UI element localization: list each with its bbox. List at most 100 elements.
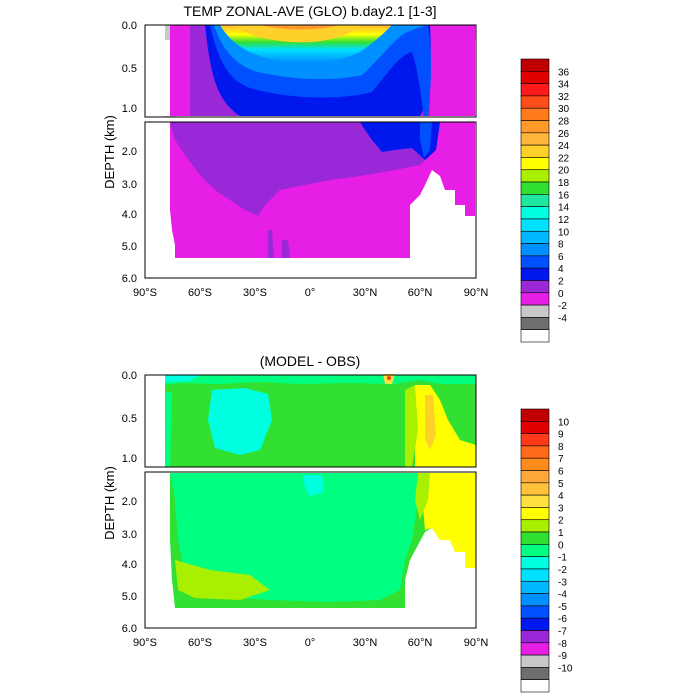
colorbar-box bbox=[520, 507, 550, 521]
colorbar-label: 1 bbox=[558, 528, 564, 539]
colorbar-label: 26 bbox=[558, 129, 570, 140]
colorbar-label: 2 bbox=[558, 516, 564, 527]
colorbar-box bbox=[520, 218, 550, 232]
colorbar-box bbox=[520, 292, 550, 306]
p2-ytick-6: 5.0 bbox=[122, 591, 137, 603]
panel-2-lower-field bbox=[170, 473, 476, 608]
p1-ytick-4: 3.0 bbox=[122, 179, 137, 191]
colorbar-label: 34 bbox=[558, 80, 570, 91]
colorbar-label: 30 bbox=[558, 104, 570, 115]
colorbar-label: 36 bbox=[558, 67, 570, 78]
colorbar-label: 8 bbox=[558, 240, 564, 251]
colorbar-box bbox=[520, 642, 550, 656]
colorbar-label: 20 bbox=[558, 166, 570, 177]
colorbar-box bbox=[520, 408, 550, 422]
colorbar-label: 0 bbox=[558, 540, 564, 551]
colorbar-box bbox=[520, 420, 550, 434]
panel-2-upper-field bbox=[165, 374, 476, 467]
colorbar-box bbox=[520, 120, 550, 134]
p1-ytick-2: 1.0 bbox=[122, 103, 137, 115]
panel-1-lower-frame bbox=[144, 121, 477, 279]
colorbar-box bbox=[520, 304, 550, 318]
colorbar-label: 9 bbox=[558, 430, 564, 441]
colorbar-label: 22 bbox=[558, 153, 570, 164]
colorbar-box bbox=[520, 317, 550, 330]
colorbar-box bbox=[520, 605, 550, 619]
colorbar-label: -4 bbox=[558, 313, 567, 324]
p1-ytick-7: 6.0 bbox=[122, 273, 137, 285]
colorbar-label: 7 bbox=[558, 454, 564, 465]
p1-xtick-1: 60°S bbox=[188, 287, 212, 299]
panel-1-title: TEMP ZONAL-AVE (GLO) b.day2.1 [1-3] bbox=[183, 3, 436, 19]
p2-ytick-0: 0.0 bbox=[122, 370, 137, 382]
panel-2-ylabel: DEPTH (km) bbox=[102, 466, 117, 540]
colorbar-label: -3 bbox=[558, 577, 567, 588]
colorbar-label: -8 bbox=[558, 639, 567, 650]
colorbar-label: 18 bbox=[558, 178, 570, 189]
colorbar-label: 14 bbox=[558, 203, 570, 214]
panel-1-upper-field bbox=[165, 25, 476, 117]
colorbar-label: 2 bbox=[558, 276, 564, 287]
colorbar-box bbox=[520, 482, 550, 496]
p1-ytick-6: 5.0 bbox=[122, 241, 137, 253]
p2-ytick-5: 4.0 bbox=[122, 559, 137, 571]
colorbar-box bbox=[520, 83, 550, 97]
p2-ytick-3: 2.0 bbox=[122, 496, 137, 508]
colorbar-label: 6 bbox=[558, 467, 564, 478]
p2-xtick-4: 30°N bbox=[353, 637, 378, 649]
p1-ytick-5: 4.0 bbox=[122, 209, 137, 221]
colorbar-label: -1 bbox=[558, 553, 567, 564]
colorbar-box bbox=[520, 654, 550, 668]
colorbar-label: -2 bbox=[558, 565, 567, 576]
colorbar-label: 32 bbox=[558, 92, 570, 103]
colorbar-box bbox=[520, 181, 550, 195]
panel-model-minus-obs: (MODEL - OBS) DEPTH (km) 0 bbox=[102, 353, 573, 693]
p1-xtick-3: 0° bbox=[305, 287, 316, 299]
colorbar-label: 8 bbox=[558, 442, 564, 453]
colorbar-box bbox=[520, 157, 550, 171]
colorbar-label: 10 bbox=[558, 227, 570, 238]
p2-ytick-1: 0.5 bbox=[122, 413, 137, 425]
colorbar-box bbox=[520, 267, 550, 281]
p2-xtick-6: 90°N bbox=[464, 637, 489, 649]
p1-ytick-1: 0.5 bbox=[122, 63, 137, 75]
p2-xtick-0: 90°S bbox=[133, 637, 157, 649]
colorbar-label: 0 bbox=[558, 289, 564, 300]
colorbar-box bbox=[520, 630, 550, 644]
colorbar-box bbox=[520, 580, 550, 594]
colorbar-box bbox=[520, 243, 550, 257]
colorbar-box bbox=[520, 255, 550, 269]
colorbar-box bbox=[520, 169, 550, 183]
p1-xtick-2: 30°S bbox=[243, 287, 267, 299]
p2-xtick-3: 0° bbox=[305, 637, 316, 649]
colorbar-label: 4 bbox=[558, 264, 564, 275]
p2-xtick-5: 60°N bbox=[408, 637, 433, 649]
colorbar-box bbox=[520, 617, 550, 631]
colorbar-box bbox=[520, 679, 550, 693]
colorbar-box bbox=[520, 132, 550, 146]
p2-xtick-1: 60°S bbox=[188, 637, 212, 649]
p1-ytick-0: 0.0 bbox=[122, 20, 137, 32]
colorbar-label: 12 bbox=[558, 215, 570, 226]
panel-2-lower-frame bbox=[144, 471, 477, 629]
colorbar-box bbox=[520, 531, 550, 545]
colorbar-box bbox=[520, 206, 550, 220]
panel-1-lower-field bbox=[170, 122, 475, 258]
colorbar-label: -10 bbox=[558, 663, 573, 674]
colorbar-box bbox=[520, 95, 550, 109]
colorbar-box bbox=[520, 58, 550, 72]
colorbar-label: -4 bbox=[558, 590, 567, 601]
colorbar-box bbox=[520, 230, 550, 244]
colorbar-label: -7 bbox=[558, 626, 567, 637]
colorbar-label: 3 bbox=[558, 503, 564, 514]
colorbar-box bbox=[520, 107, 550, 121]
p2-ytick-2: 1.0 bbox=[122, 453, 137, 465]
colorbar-box bbox=[520, 519, 550, 533]
colorbar-box bbox=[520, 494, 550, 508]
colorbar-box bbox=[520, 144, 550, 158]
panel-1-upper-frame bbox=[144, 24, 477, 118]
p2-ytick-7: 6.0 bbox=[122, 623, 137, 635]
